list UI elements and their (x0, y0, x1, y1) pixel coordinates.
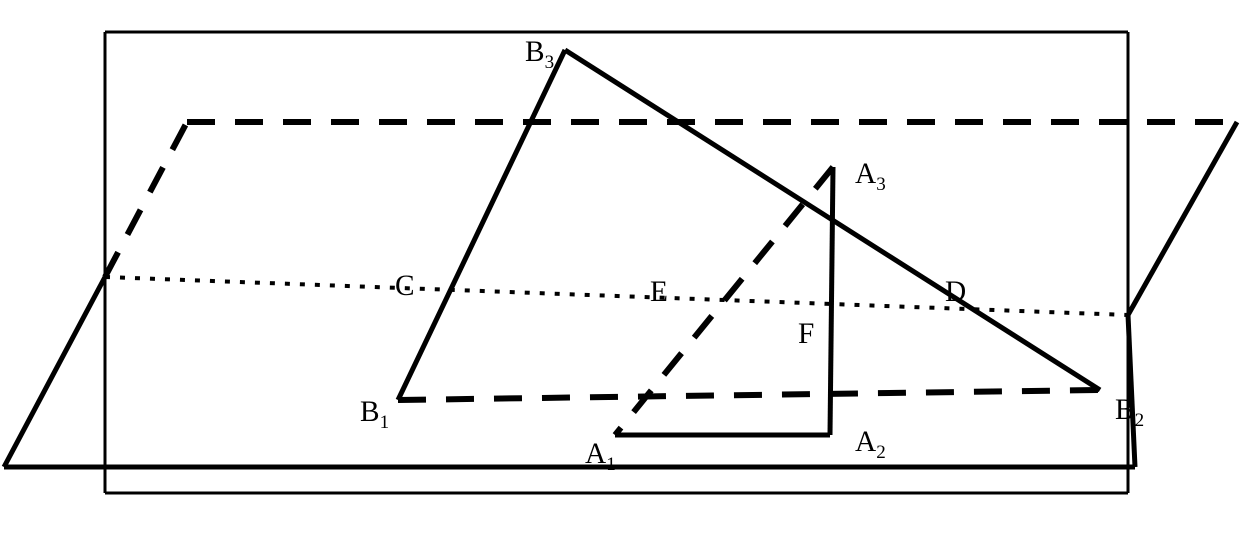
label-D: D (945, 278, 966, 307)
label-B2: B2 (1115, 396, 1144, 430)
label-B3: B3 (525, 38, 554, 72)
label-F: F (798, 320, 814, 349)
diagram-svg (0, 0, 1240, 539)
label-A2: A2 (855, 428, 886, 462)
label-A1: A1 (585, 440, 616, 474)
label-C: C (395, 272, 415, 301)
label-B1: B1 (360, 398, 389, 432)
label-A3: A3 (855, 160, 886, 194)
label-E: E (650, 278, 668, 307)
diagram-stage: B3 A3 C E D F B1 A1 A2 B2 (0, 0, 1240, 539)
